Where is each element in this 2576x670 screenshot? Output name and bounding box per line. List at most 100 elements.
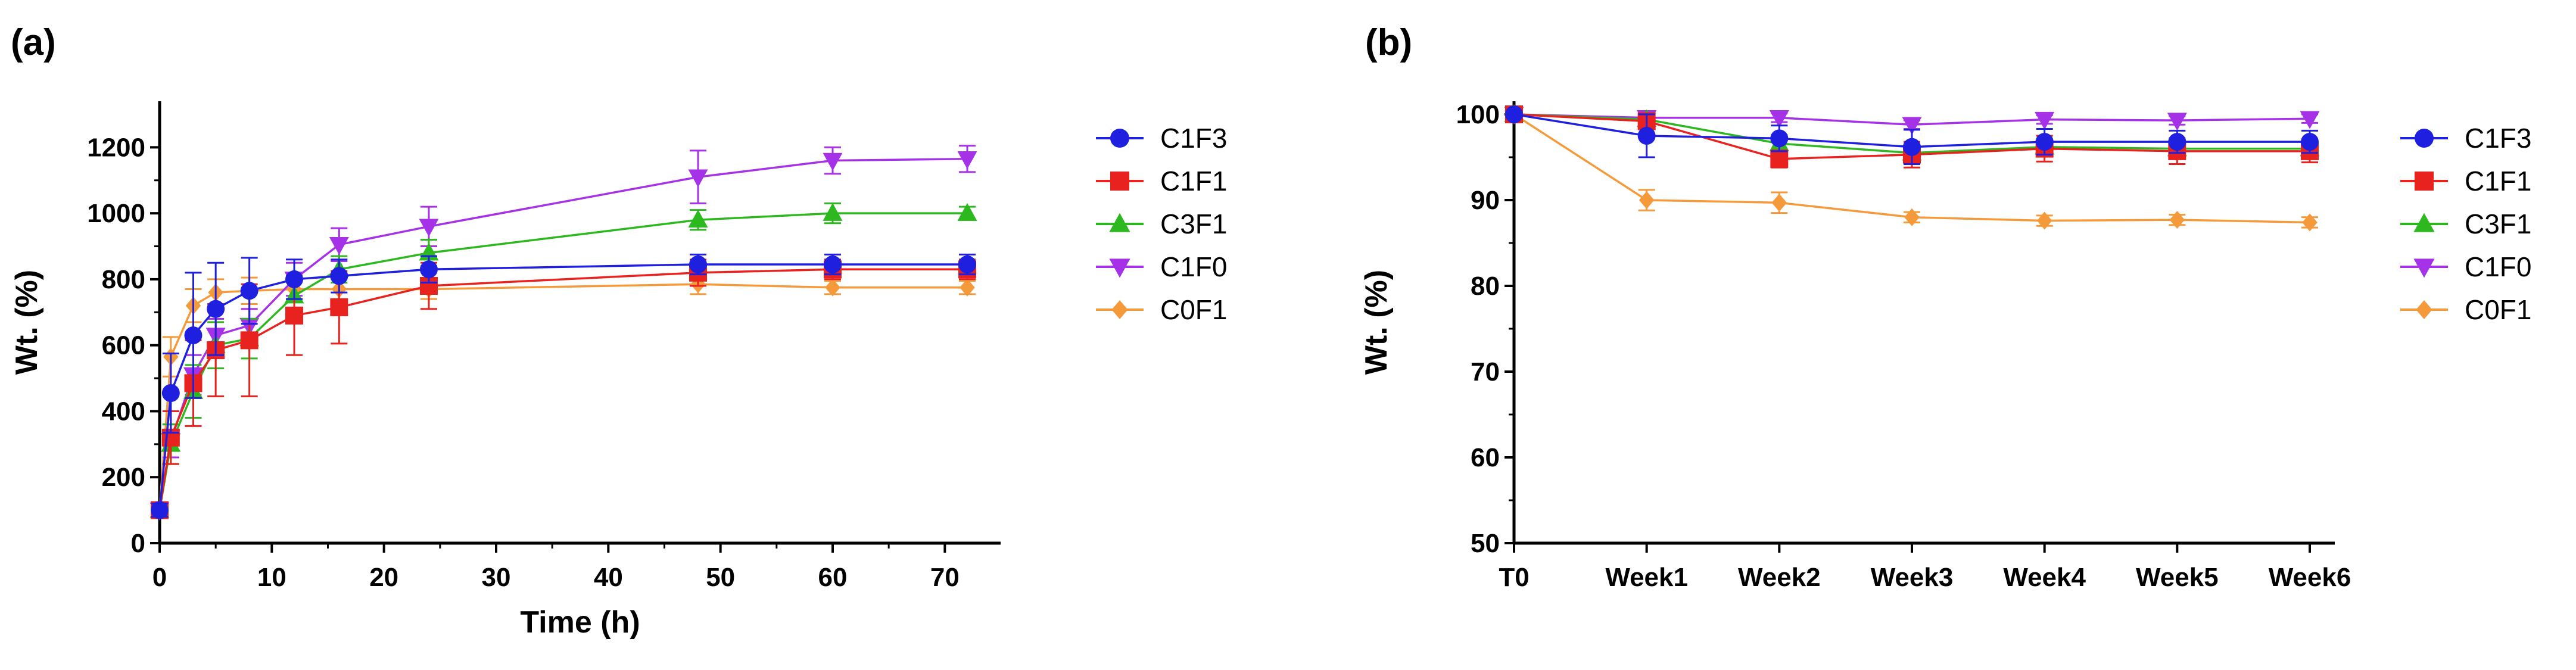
legend-marker [1111,300,1128,319]
panel-label-b: (b) [1365,22,1412,63]
data-point [1505,105,1523,123]
x-tick-label: 50 [706,563,735,592]
data-point [2301,133,2319,151]
legend-item-c1f3: C1F3 [1096,123,1227,154]
legend: C1F3 C1F1 C3F1 C1F0 C0F1 [1096,123,1227,325]
data-point [419,219,439,237]
legend-label: C1F1 [2465,166,2531,197]
data-point [184,326,203,345]
x-tick-label: 20 [369,563,398,592]
data-point [2035,133,2054,151]
data-point [1902,117,1922,135]
legend: C1F3 C1F1 C3F1 C1F0 C0F1 [2400,123,2531,325]
x-axis-label: Time (h) [520,605,640,640]
data-point [823,202,843,221]
data-point [1769,110,1789,129]
data-point [957,202,977,221]
y-tick-label: 80 [1471,272,1500,301]
data-point [824,255,842,273]
y-tick-label: 60 [1471,443,1500,472]
x-tick-label: 10 [257,563,286,592]
x-tick-label: 60 [818,563,848,592]
data-point [1904,208,1920,226]
series-c0f1 [151,273,976,519]
series-line [158,268,967,510]
legend-marker [2415,129,2434,148]
series-c1f3 [1505,105,2319,166]
x-tick-label: 40 [594,563,623,592]
data-point [688,169,708,188]
data-point [330,267,348,285]
legend-label: C1F3 [2465,123,2531,154]
legend-item-c3f1: C3F1 [1096,208,1227,239]
data-point [823,152,843,171]
data-point [2167,113,2187,131]
x-tick-label: Week1 [1605,563,1688,592]
y-tick-label: 50 [1471,529,1500,558]
data-point [2302,213,2318,232]
x-tick-label: T0 [1499,563,1529,592]
data-point [240,331,258,350]
legend-item-c1f3: C1F3 [2400,123,2531,154]
legend-marker [1110,172,1129,191]
y-tick-label: 400 [102,397,145,426]
legend-item-c0f1: C0F1 [2400,294,2531,325]
chart-panel-b: 50 60 70 80 90 100 T0 Week1 Week2 Week3 Week4 Week5… [1359,100,2531,592]
data-point [285,270,303,288]
legend-label: C0F1 [1160,294,1227,325]
legend-item-c3f1: C3F1 [2400,208,2531,239]
x-tick-label: Week4 [2003,563,2086,592]
series-c1f0 [149,145,977,521]
series-c1f3 [151,253,976,519]
data-point [1770,129,1789,148]
y-tick-label: 200 [102,463,145,492]
legend-label: C1F0 [1160,251,1227,282]
data-point [2169,211,2185,229]
data-point [2035,111,2055,130]
legend-item-c1f1: C1F1 [2400,166,2531,197]
y-tick-label: 100 [1456,100,1500,129]
data-point [1903,138,1921,156]
legend-label: C0F1 [2465,294,2531,325]
series-line [158,212,967,510]
legend-label: C1F3 [1160,123,1227,154]
data-point [957,151,977,170]
data-point [1639,191,1655,209]
legend-label: C3F1 [2465,208,2531,239]
y-tick-label: 800 [102,265,145,294]
data-point [689,255,707,273]
y-axis-label: Wt. (%) [1359,270,1394,375]
data-point [285,306,303,325]
data-point [330,298,348,316]
legend-item-c1f1: C1F1 [1096,166,1227,197]
x-tick-label: Week2 [1738,563,1821,592]
x-tick-label: Week6 [2269,563,2351,592]
series-line [158,283,967,510]
x-tick-label: 30 [482,563,511,592]
x-tick-label: Week5 [2136,563,2219,592]
data-point [1637,127,1656,145]
data-point [161,384,180,402]
panel-label-a: (a) [11,22,56,63]
series-c3f1 [149,202,977,518]
data-point [420,260,438,279]
y-tick-label: 1200 [87,133,145,162]
legend-marker [2413,258,2435,278]
y-tick-label: 90 [1471,186,1500,215]
data-point [240,282,258,300]
legend-label: C1F1 [1160,166,1227,197]
legend-marker [2413,213,2435,232]
x-tick-label: 0 [152,563,167,592]
legend-marker [2415,172,2434,191]
chart-panel-a: 0 200 400 600 800 1000 1200 0 10 20 30 40 50 60 70 Time… [10,101,1227,640]
y-tick-label: 0 [131,529,145,558]
legend-marker [1109,258,1130,278]
x-tick-label: Week3 [1871,563,1954,592]
legend-marker [1110,129,1129,148]
data-point [207,300,225,318]
legend-item-c0f1: C0F1 [1096,294,1227,325]
y-tick-label: 600 [102,331,145,360]
data-point [2300,111,2320,129]
legend-marker [1109,213,1130,232]
